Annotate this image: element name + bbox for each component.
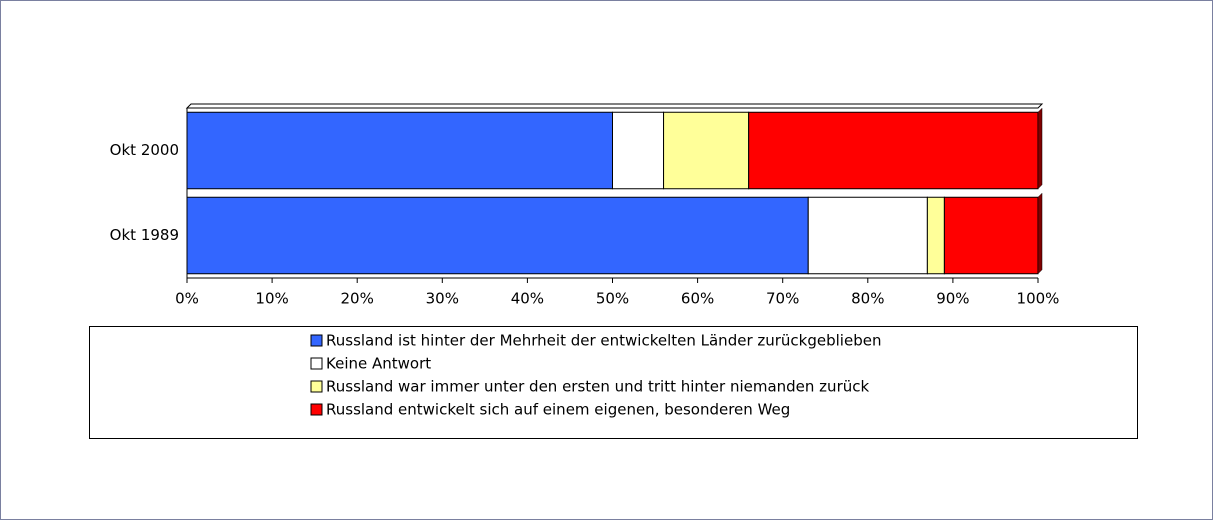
x-tick-label: 80% bbox=[851, 290, 884, 308]
legend-swatch bbox=[310, 380, 323, 393]
legend-swatch bbox=[310, 403, 323, 416]
bar-side bbox=[1037, 107, 1043, 190]
bar-segment bbox=[748, 111, 1039, 190]
bar-segment bbox=[926, 196, 945, 275]
x-tick-label: 0% bbox=[175, 290, 199, 308]
x-tick-label: 50% bbox=[596, 290, 629, 308]
bar-segment bbox=[943, 196, 1039, 275]
legend-label: Russland ist hinter der Mehrheit der ent… bbox=[326, 332, 881, 350]
legend-label: Russland entwickelt sich auf einem eigen… bbox=[326, 401, 790, 419]
x-tick-label: 20% bbox=[341, 290, 374, 308]
bar-segment bbox=[186, 111, 613, 190]
legend-box bbox=[89, 326, 1138, 439]
bar-segment bbox=[807, 196, 928, 275]
legend-swatch bbox=[310, 357, 323, 370]
bar-segment bbox=[186, 196, 809, 275]
x-tick-label: 10% bbox=[255, 290, 288, 308]
legend-label: Keine Antwort bbox=[326, 355, 431, 373]
plot-depth bbox=[185, 103, 1044, 109]
bar-side bbox=[1037, 192, 1043, 275]
legend-swatch bbox=[310, 334, 323, 347]
bar-segment bbox=[612, 111, 665, 190]
x-tick-label: 90% bbox=[936, 290, 969, 308]
x-tick-label: 30% bbox=[426, 290, 459, 308]
x-tick-label: 70% bbox=[766, 290, 799, 308]
bar-segment bbox=[663, 111, 750, 190]
y-tick-label: Okt 1989 bbox=[110, 226, 179, 244]
y-tick-label: Okt 2000 bbox=[110, 141, 179, 159]
x-tick-label: 60% bbox=[681, 290, 714, 308]
x-tick-label: 40% bbox=[511, 290, 544, 308]
x-tick-label: 100% bbox=[1017, 290, 1060, 308]
legend-label: Russland war immer unter den ersten und … bbox=[326, 378, 869, 396]
